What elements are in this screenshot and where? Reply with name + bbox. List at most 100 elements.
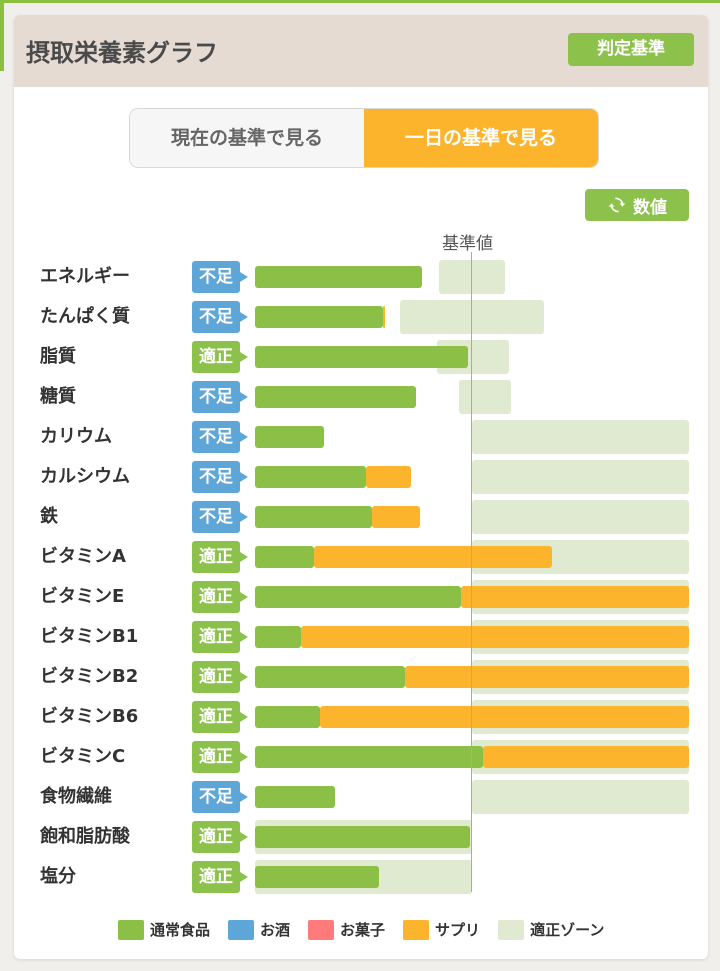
food-bar — [255, 506, 373, 528]
nutrient-name: ビタミンB2 — [40, 666, 139, 687]
nutrient-name: エネルギー — [40, 266, 130, 287]
nutrient-name: ビタミンA — [40, 546, 126, 567]
food-bar — [255, 426, 325, 448]
numeric-button-label: 数値 — [633, 197, 667, 218]
nutrient-name: カリウム — [40, 426, 112, 447]
nutrient-row: ビタミンB1 適正 — [14, 620, 708, 654]
legend-item: 通常食品 — [118, 919, 210, 940]
status-badge: 不足 — [192, 781, 248, 813]
legend-label: 適正ゾーン — [530, 921, 605, 939]
food-bar — [255, 386, 416, 408]
nutrient-row: 糖質 不足 — [14, 380, 708, 414]
nutrient-name: カルシウム — [40, 466, 130, 487]
legend-label: お菓子 — [340, 921, 386, 939]
toggle-daily-basis[interactable]: 一日の基準で見る — [364, 109, 598, 167]
legend-swatch — [498, 919, 525, 940]
appropriate-zone — [472, 500, 689, 534]
status-badge: 適正 — [192, 541, 248, 573]
nutrient-name: ビタミンC — [40, 746, 126, 767]
food-bar — [255, 586, 462, 608]
nutrient-row: ビタミンC 適正 — [14, 740, 708, 774]
nutrient-name: 塩分 — [40, 866, 76, 887]
appropriate-zone — [472, 460, 689, 494]
numeric-button[interactable]: 数値 — [585, 189, 689, 221]
status-badge: 適正 — [192, 341, 248, 373]
refresh-icon — [608, 197, 626, 213]
appropriate-zone — [458, 380, 512, 414]
card-header: 摂取栄養素グラフ 判定基準 — [14, 15, 708, 87]
status-badge: 不足 — [192, 301, 248, 333]
nutrient-row: 飽和脂肪酸 適正 — [14, 820, 708, 854]
legend-swatch — [403, 919, 430, 940]
food-bar — [255, 626, 301, 648]
supplement-bar — [404, 666, 689, 688]
status-badge: 不足 — [192, 381, 248, 413]
supplement-bar — [383, 306, 386, 328]
legend-item: サプリ — [403, 919, 480, 940]
nutrient-name: 脂質 — [40, 346, 76, 367]
status-badge: 適正 — [192, 701, 248, 733]
status-badge: 不足 — [192, 261, 248, 293]
legend-item: 適正ゾーン — [498, 919, 604, 940]
nutrient-row: 脂質 適正 — [14, 340, 708, 374]
nutrient-row: 鉄 不足 — [14, 500, 708, 534]
status-badge: 不足 — [192, 501, 248, 533]
judge-criteria-button[interactable]: 判定基準 — [568, 33, 694, 66]
nutrient-row: カリウム 不足 — [14, 420, 708, 454]
legend-swatch — [118, 919, 144, 940]
supplement-bar — [320, 706, 689, 728]
nutrient-name: 食物繊維 — [40, 786, 112, 807]
legend: 通常食品 お酒 お菓子 サプリ 適正ゾーン — [118, 919, 604, 940]
food-bar — [255, 746, 483, 768]
food-bar — [255, 826, 470, 848]
nutrient-row: カルシウム 不足 — [14, 460, 708, 494]
toggle-current-basis[interactable]: 現在の基準で見る — [130, 109, 364, 167]
status-badge: 適正 — [192, 821, 248, 853]
status-badge: 適正 — [192, 661, 248, 693]
nutrient-graph-card: 摂取栄養素グラフ 判定基準 現在の基準で見る 一日の基準で見る 数値 基準値 エ… — [14, 15, 708, 959]
nutrient-row: エネルギー 不足 — [14, 260, 708, 294]
legend-label: お酒 — [260, 921, 291, 939]
status-badge: 適正 — [192, 581, 248, 613]
appropriate-zone — [472, 780, 689, 814]
nutrient-name: たんぱく質 — [40, 306, 130, 327]
top-accent-line — [0, 0, 720, 3]
nutrient-name: 糖質 — [40, 386, 76, 407]
nutrient-name: 飽和脂肪酸 — [40, 826, 130, 847]
legend-label: 通常食品 — [150, 921, 211, 939]
food-bar — [255, 666, 405, 688]
reference-label: 基準値 — [442, 234, 493, 254]
nutrient-name: ビタミンB6 — [40, 706, 139, 727]
legend-item: お菓子 — [308, 919, 385, 940]
status-badge: 不足 — [192, 421, 248, 453]
nutrient-row: たんぱく質 不足 — [14, 300, 708, 334]
nutrient-name: ビタミンE — [40, 586, 125, 607]
status-badge: 適正 — [192, 741, 248, 773]
left-accent-line — [0, 3, 4, 71]
nutrient-row: ビタミンB6 適正 — [14, 700, 708, 734]
legend-swatch — [228, 919, 255, 940]
appropriate-zone — [472, 420, 689, 454]
nutrient-row: 食物繊維 不足 — [14, 780, 708, 814]
food-bar — [255, 546, 314, 568]
supplement-bar — [300, 626, 689, 648]
reference-line — [471, 252, 472, 892]
nutrient-row: ビタミンB2 適正 — [14, 660, 708, 694]
food-bar — [255, 706, 321, 728]
nutrient-row: 塩分 適正 — [14, 860, 708, 894]
nutrient-name: ビタミンB1 — [40, 626, 139, 647]
legend-item: お酒 — [228, 919, 290, 940]
food-bar — [255, 466, 366, 488]
nutrient-row: ビタミンA 適正 — [14, 540, 708, 574]
food-bar — [255, 786, 336, 808]
food-bar — [255, 346, 468, 368]
page-title: 摂取栄養素グラフ — [26, 39, 218, 67]
basis-toggle: 現在の基準で見る 一日の基準で見る — [130, 109, 598, 167]
food-bar — [255, 266, 423, 288]
nutrient-name: 鉄 — [40, 506, 58, 527]
supplement-bar — [461, 586, 689, 608]
legend-label: サプリ — [435, 921, 481, 939]
status-badge: 適正 — [192, 861, 248, 893]
food-bar — [255, 306, 384, 328]
supplement-bar — [365, 466, 412, 488]
